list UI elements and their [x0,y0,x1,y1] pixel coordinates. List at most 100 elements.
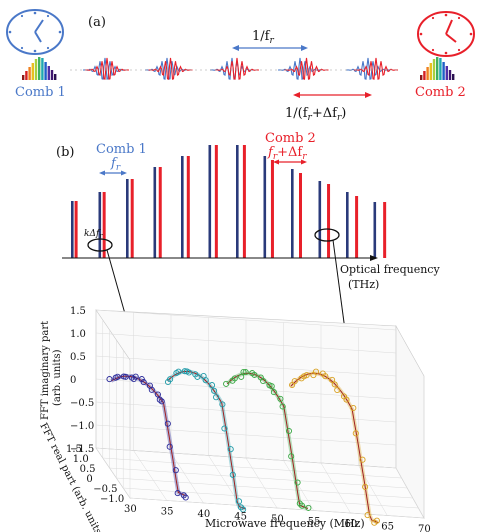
trace-marker [329,376,336,383]
trace-marker [132,373,139,380]
trace-marker [238,373,245,380]
z-axis-ticks: 1.5 1.0 0.5 0 −0.5 −1.0 −1.5 [70,306,94,455]
spectrum-bar [50,70,54,80]
grid-line [123,487,419,509]
x-tick-label: 40 [198,509,211,520]
trace-marker [277,395,284,402]
trace-marker [167,376,174,383]
trace-marker [219,401,226,408]
comb-2-tooth [299,173,302,258]
y-tick-label: −1.0 [100,494,124,505]
comb-1-tooth [346,192,349,258]
trace-fit-line [167,370,246,510]
trace-marker [138,376,145,383]
grid-line [129,497,425,519]
trace-marker [268,383,275,390]
comb-2-tooth [214,145,218,258]
trace-marker [303,372,310,379]
trace-marker [185,369,193,376]
comb-1-tooth [181,156,184,258]
trace-marker [270,389,277,396]
pulse-wave [215,57,259,80]
pulse-trains [70,57,400,80]
grid-line [170,452,204,504]
pulse-wave [284,57,329,80]
comb-1-tooth [126,179,129,258]
z-tick-label: −1.0 [70,421,94,432]
z-tick-label: 1.0 [70,329,86,340]
trace-marker [114,373,121,380]
trace-marker [291,378,298,385]
z-tick-label: 1.5 [70,306,86,317]
comb-1-tooth [318,181,322,258]
grid-line [109,467,408,489]
trace-marker [174,490,181,497]
optical-frequency-axis [62,255,378,261]
z-tick-label: −0.5 [70,398,94,409]
pulse-wave [354,57,398,80]
trace-marker [231,375,238,382]
comb-1-tooth [263,156,267,258]
delta-label: kΔfr [84,229,103,240]
comb-1-tooth [153,167,157,258]
fft-imaginary-unit: (arb. units) [52,349,63,406]
spectrum-bar [34,59,38,80]
trace-marker [260,377,267,385]
grid-line [320,462,351,514]
comb-2-tooth [383,202,387,258]
trace-marker [158,398,165,405]
trace-marker [213,394,220,401]
trace-marker [240,368,247,376]
panel-b-comb-2-label: Comb 2 [265,131,316,146]
grid-line [95,447,131,499]
comb-2-label: Comb 2 [415,85,466,100]
microwave-frequency-label: Microwave frequency (MHz) [205,517,365,530]
spectrum-bar [423,71,426,80]
comb-1-tooth [208,145,212,258]
comb-2-tooth [270,160,274,258]
clock-1-icon [6,9,64,55]
trace-marker [148,386,155,393]
panel-b-comb-1-freq: fr [110,156,121,173]
spectrum-bar [436,57,439,80]
trace-marker [343,396,350,403]
trace-marker [322,373,329,380]
trace-marker [172,467,179,474]
spectrum-bar [22,75,25,80]
trace-marker [122,373,129,380]
comb-2-spectrum-icon [420,57,455,80]
trace-marker [166,443,173,450]
trace-marker [194,373,201,380]
period-arrow [232,45,308,51]
grid-line [283,460,314,511]
beat-ellipse-1 [87,238,113,252]
trace-marker [156,396,163,403]
x-tick-label: 50 [271,514,284,525]
comb-2-tooth [327,184,331,258]
spectrum-bar [41,58,44,80]
trace-marker [106,376,113,383]
trace-marker [227,446,234,453]
trace-fit-line [290,372,379,523]
trace-marker [221,425,228,432]
spectrum-bar [445,66,448,80]
trace-marker [182,494,189,501]
trace-marker [242,369,249,376]
y-tick-label: −0.5 [93,484,117,495]
spectrum-bar [429,63,432,80]
spectrum-bar [44,62,47,80]
z-tick-label: 0.5 [70,352,86,363]
x-tick-label: 55 [308,517,321,528]
trace-marker [140,379,147,386]
beat-ellipse-2 [314,228,340,242]
comb-2-tooth [355,196,359,258]
trace-marker [208,382,216,389]
comb-1-tooth [291,169,294,258]
x-tick-label: 70 [418,524,431,532]
comb-2-tooth [186,156,190,258]
comb-2-tooth [74,201,78,258]
spectrum-bar [47,66,50,80]
x-tick-label: 45 [234,512,247,523]
trace-marker [175,368,182,375]
